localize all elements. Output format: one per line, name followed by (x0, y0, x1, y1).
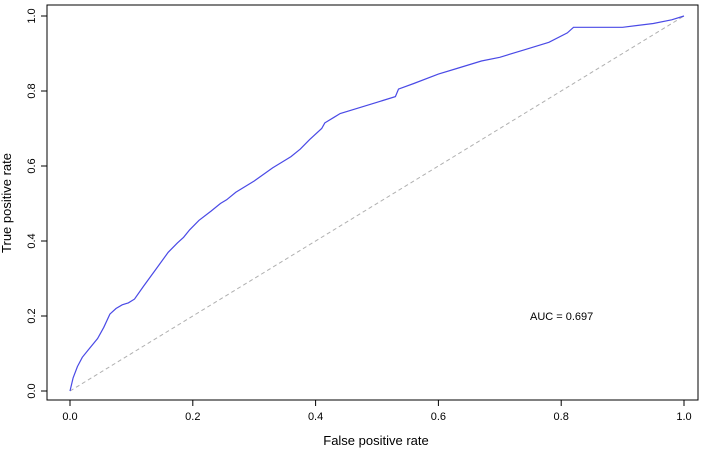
y-tick-label: 0.2 (26, 308, 38, 323)
x-tick-label: 0.8 (554, 411, 569, 423)
x-tick-label: 0.6 (431, 411, 446, 423)
y-tick-label: 0.6 (26, 158, 38, 173)
x-tick-label: 0.0 (62, 411, 77, 423)
roc-curve-line (69, 15, 685, 392)
y-tick-label: 0.8 (26, 83, 38, 98)
x-tick-label: 0.4 (308, 411, 323, 423)
x-tick-label: 1.0 (676, 411, 691, 423)
plot-frame (46, 4, 699, 401)
x-axis: 0.0 0.2 0.4 0.6 0.8 1.0 (62, 399, 692, 423)
y-tick-label: 0.0 (26, 383, 38, 398)
y-tick-label: 1.0 (26, 8, 38, 23)
x-tick-label: 0.2 (185, 411, 200, 423)
chance-diagonal-line (69, 15, 685, 392)
y-axis-title: True positive rate (0, 153, 14, 253)
x-axis-title: False positive rate (323, 433, 429, 448)
y-tick-label: 0.4 (26, 233, 38, 248)
auc-annotation: AUC = 0.697 (530, 311, 593, 323)
y-axis: 0.0 0.2 0.4 0.6 0.8 1.0 (26, 8, 48, 399)
